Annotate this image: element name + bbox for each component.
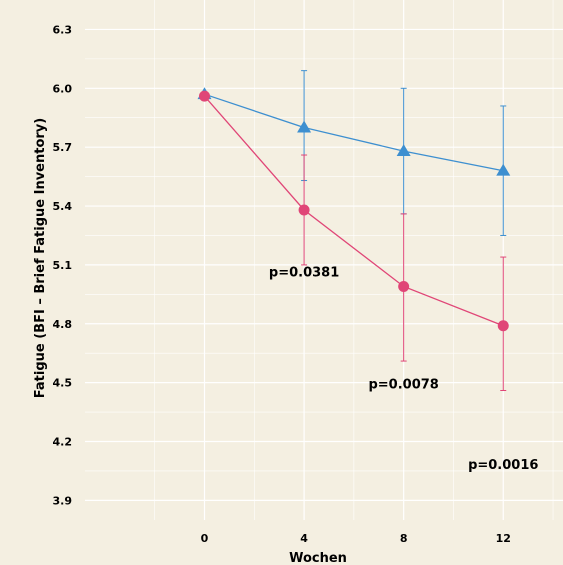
annotations: p=0.0381 p=0.0078 p=0.0016 bbox=[269, 266, 539, 473]
x-tick-label: 8 bbox=[400, 532, 408, 545]
y-tick-label: 4.2 bbox=[53, 436, 73, 449]
series-line bbox=[204, 95, 504, 327]
x-tick-labels: 0 4 8 12 bbox=[201, 532, 511, 545]
data-point-circle bbox=[398, 280, 410, 292]
y-tick-label: 5.4 bbox=[53, 200, 73, 213]
y-tick-label: 5.7 bbox=[53, 141, 73, 154]
y-tick-label: 3.9 bbox=[53, 494, 73, 507]
data-point-triangle bbox=[297, 120, 312, 133]
p-value-annotation: p=0.0016 bbox=[468, 458, 538, 473]
series-line bbox=[204, 93, 504, 172]
p-value-annotation: p=0.0078 bbox=[368, 378, 438, 393]
data-point-circle bbox=[199, 90, 210, 102]
y-tick-label: 4.8 bbox=[53, 318, 73, 331]
p-value-annotation: p=0.0381 bbox=[269, 266, 339, 281]
y-tick-label: 6.3 bbox=[53, 23, 73, 36]
y-tick-label: 4.5 bbox=[53, 377, 73, 390]
x-axis-title: Wochen bbox=[289, 551, 347, 565]
data-point-circle bbox=[497, 320, 509, 332]
grid bbox=[85, 0, 563, 520]
y-tick-labels: 3.9 4.2 4.5 4.8 5.1 5.4 5.7 6.0 6.3 bbox=[53, 23, 73, 507]
data-point-triangle bbox=[396, 144, 411, 156]
y-tick-label: 5.1 bbox=[53, 259, 73, 272]
y-tick-label: 6.0 bbox=[53, 82, 73, 95]
data-point-circle bbox=[298, 204, 310, 216]
x-tick-label: 4 bbox=[300, 532, 308, 545]
series-group bbox=[197, 70, 511, 391]
x-tick-label: 0 bbox=[201, 532, 209, 545]
plot-area bbox=[85, 0, 563, 520]
y-axis-title: Fatigue (BFI – Brief Fatigue Inventory) bbox=[33, 118, 48, 398]
x-tick-label: 12 bbox=[496, 532, 511, 545]
data-point-triangle bbox=[496, 163, 511, 176]
